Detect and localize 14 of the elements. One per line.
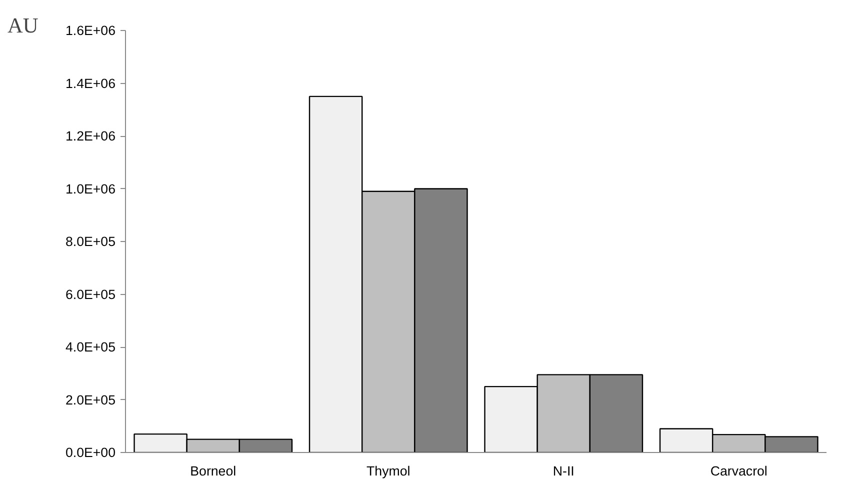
y-tick-label: 0.0E+00: [65, 445, 116, 460]
x-tick-label: Borneol: [190, 464, 236, 478]
y-tick-label: 1.2E+06: [65, 128, 116, 144]
y-tick-label: 1.6E+06: [65, 23, 116, 38]
y-tick-label: 2.0E+05: [65, 392, 116, 408]
y-axis-title: AU: [8, 14, 38, 38]
y-tick-label: 1.0E+06: [65, 181, 116, 196]
y-tick-label: 4.0E+05: [65, 340, 116, 354]
y-tick-label: 1.4E+06: [65, 76, 116, 91]
x-tick-label: Carvacrol: [710, 464, 768, 478]
x-tick-label: Thymol: [366, 464, 410, 478]
x-tick-label: N-II: [552, 464, 574, 478]
y-tick-label: 6.0E+05: [65, 286, 116, 302]
y-tick-label: 8.0E+05: [65, 234, 116, 249]
